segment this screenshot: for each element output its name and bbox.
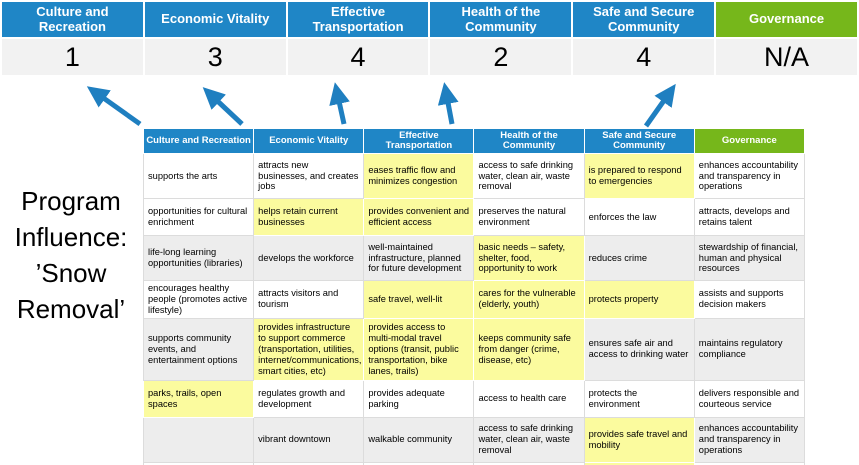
matrix-cell: ensures safe air and access to drinking … <box>583 317 695 381</box>
matrix-cell: encourages healthy people (promotes acti… <box>142 280 255 319</box>
matrix-row: vibrant downtown walkable community access… <box>142 416 806 463</box>
matrix-cell: supports community events, and entertain… <box>142 317 255 381</box>
score-value-governance: N/A <box>716 39 857 75</box>
matrix-cell: well-maintained infrastructure, planned … <box>363 235 475 281</box>
matrix-cell: provides adequate parking <box>363 379 475 418</box>
matrix-cell <box>142 416 255 463</box>
title-line: ’Snow <box>35 257 107 288</box>
matrix-header-row: Culture and Recreation Economic Vitality… <box>142 128 806 154</box>
matrix-cell: assists and supports decision makers <box>693 280 806 319</box>
matrix-row: supports community events, and entertain… <box>142 317 806 381</box>
matrix-cell: provides convenient and efficient access <box>363 198 475 236</box>
matrix-row: encourages healthy people (promotes acti… <box>142 280 806 319</box>
arrow-culture-recreation-icon <box>86 86 142 127</box>
scoreboard: Culture and Recreation Economic Vitality… <box>2 2 857 75</box>
matrix-cell: enhances accountability and transparency… <box>693 416 806 463</box>
matrix-cell: regulates growth and development <box>253 379 365 418</box>
matrix-row: parks, trails, open spaces regulates grow… <box>142 379 806 418</box>
matrix-header-effective-transportation: Effective Transportation <box>363 128 475 154</box>
score-header-governance: Governance <box>716 2 857 37</box>
matrix-cell: access to safe drinking water, clean air… <box>473 153 585 199</box>
matrix-cell: reduces crime <box>583 235 695 281</box>
matrix-cell: vibrant downtown <box>253 416 365 463</box>
matrix-cell: helps retain current businesses <box>253 198 365 236</box>
scoreboard-header-row: Culture and Recreation Economic Vitality… <box>2 2 857 37</box>
matrix-cell: keeps community safe from danger (crime,… <box>473 317 585 381</box>
matrix-cell: provides safe travel and mobility <box>583 416 695 463</box>
matrix-cell: enforces the law <box>583 198 695 236</box>
score-value-economic-vitality: 3 <box>144 39 286 75</box>
matrix-body: supports the arts attracts new businesses… <box>142 153 806 465</box>
matrix-header-health-of-community: Health of the Community <box>473 128 585 154</box>
matrix-cell <box>142 461 255 465</box>
matrix-cell: opportunities for cultural enrichment <box>142 198 255 236</box>
matrix-cell: delivers responsible and courteous servi… <box>693 379 806 418</box>
influence-arrows <box>86 82 676 128</box>
matrix-cell: provides access to multi-modal travel op… <box>363 317 475 381</box>
title-line: Program <box>21 186 121 216</box>
matrix-cell <box>693 461 806 465</box>
matrix-cell: supports the arts <box>142 153 255 199</box>
matrix-cell: walkable community <box>363 416 475 463</box>
matrix-header-safe-secure-community: Safe and Secure Community <box>583 128 695 154</box>
matrix-cell: attracts visitors and tourism <box>253 280 365 319</box>
matrix-cell: access to safe drinking water, clean air… <box>473 416 585 463</box>
matrix-cell: maintains regulatory compliance <box>693 317 806 381</box>
score-header-effective-transportation: Effective Transportation <box>287 2 429 37</box>
score-value-safe-secure-community: 4 <box>573 39 715 75</box>
matrix-cell: life-long learning opportunities (librar… <box>142 235 255 281</box>
matrix-cell: stewardship of financial, human and phys… <box>693 235 806 281</box>
matrix-cell: eases traffic flow and minimizes congest… <box>363 153 475 199</box>
matrix-cell: cares for the vulnerable (elderly, youth… <box>473 280 585 319</box>
arrow-economic-vitality-icon <box>202 87 244 126</box>
matrix-cell: attracts new businesses, and creates job… <box>253 153 365 199</box>
matrix-cell: is prepared to respond to emergencies <box>583 153 695 199</box>
matrix-cell: parks, trails, open spaces <box>142 379 255 418</box>
matrix-header-economic-vitality: Economic Vitality <box>253 128 365 154</box>
matrix-cell: enhances accountability and transparency… <box>693 153 806 199</box>
matrix-cell: attracts, develops and retains talent <box>693 198 806 236</box>
matrix-cell: protects property <box>583 280 695 319</box>
arrow-health-of-community-icon <box>437 82 459 125</box>
score-header-economic-vitality: Economic Vitality <box>144 2 286 37</box>
program-influence-title: Program Influence: ’Snow Removal’ <box>0 184 142 328</box>
matrix-row: opportunities for cultural enrichment hel… <box>142 198 806 236</box>
matrix-header-governance: Governance <box>693 128 806 154</box>
arrow-safe-secure-community-icon <box>643 83 676 128</box>
score-header-culture-recreation: Culture and Recreation <box>2 2 143 37</box>
scoreboard-values-row: 1 3 4 2 4 N/A <box>2 39 857 75</box>
matrix-cell: preserves the natural environment <box>473 198 585 236</box>
score-value-health-of-community: 2 <box>430 39 572 75</box>
matrix-cell: safe travel, well-lit <box>363 280 475 319</box>
matrix-cell: access to health care <box>473 379 585 418</box>
matrix-row: supports the arts attracts new businesses… <box>142 153 806 199</box>
matrix-row: life-long learning opportunities (librar… <box>142 235 806 281</box>
matrix-row: looks after it’s most vulnerable <box>142 461 806 465</box>
arrow-effective-transportation-icon <box>329 82 350 125</box>
title-line: Removal’ <box>16 293 126 324</box>
score-value-effective-transportation: 4 <box>287 39 429 75</box>
priorities-matrix: Culture and Recreation Economic Vitality… <box>142 128 806 465</box>
matrix-cell: protects the environment <box>583 379 695 418</box>
score-value-culture-recreation: 1 <box>2 39 143 75</box>
title-line: Influence: <box>14 221 128 252</box>
matrix-cell: develops the workforce <box>253 235 365 281</box>
matrix-cell: basic needs – safety, shelter, food, opp… <box>473 235 585 281</box>
score-header-safe-secure-community: Safe and Secure Community <box>573 2 715 37</box>
score-header-health-of-community: Health of the Community <box>430 2 572 37</box>
matrix-header-culture-recreation: Culture and Recreation <box>142 128 255 154</box>
matrix-cell: provides infrastructure to support comme… <box>253 317 365 381</box>
